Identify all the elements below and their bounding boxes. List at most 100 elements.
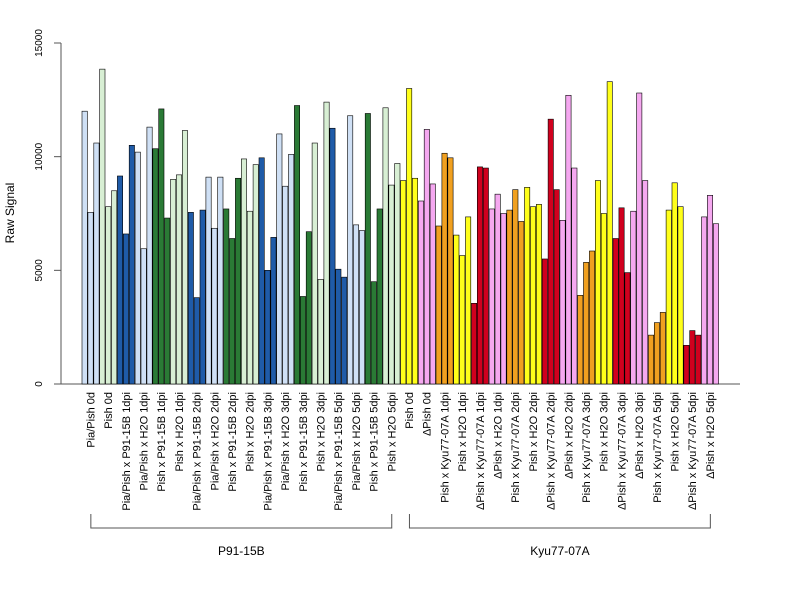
x-tick-label: Pish x H2O 2dpi [245,392,257,471]
bar [105,206,112,385]
bar [423,129,430,385]
bar [364,113,371,385]
x-tick-label: Pia/Pish x H2O 2dpi [209,392,221,490]
bar [465,216,472,385]
bar [459,255,466,385]
bar [624,272,631,385]
x-tick-label: Pish x P91-15B 3dpi [298,392,310,492]
bar [577,295,584,385]
y-axis-label: Raw Signal [3,183,17,244]
bar [530,206,537,385]
y-ticks: 0 5000 10000 15000 [34,29,61,387]
group-brackets: P91-15B Kyu77-07A [90,514,711,558]
bar [182,130,188,385]
category-labels: Pia/Pish 0d Pish 0d Pia/Pish x P91-15B 1dp… [85,392,716,511]
bar [128,145,135,385]
bar [512,189,519,385]
bar [494,193,501,385]
bar [388,184,395,385]
group-bracket [408,514,711,529]
bar [288,154,295,385]
bar [382,107,389,385]
x-tick-label: Pish x Kyu77-07A 1dpi [439,392,451,503]
bar [164,217,171,385]
bar [370,281,377,385]
bar [553,189,560,385]
bar [429,183,436,385]
x-tick-label: Pish x H2O 5dpi [669,392,681,471]
x-tick-label: Pish x H2O 2dpi [528,392,540,471]
bar [547,118,554,385]
bar [241,158,247,385]
bar [81,110,88,385]
bar [170,179,177,385]
y-axis: 0 5000 10000 15000 Raw Signal [3,29,62,387]
x-tick-label: ΔPish x Kyu77-07A 1dpi [475,392,487,510]
bar [258,157,265,385]
x-tick-label: Pish x Kyu77-07A 2dpi [510,392,522,503]
bar [329,127,336,385]
x-tick-label: Pish x H2O 1dpi [457,392,469,471]
bar [435,225,442,385]
bar [270,237,277,385]
bar [589,250,596,385]
x-tick-label: Pia/Pish x P91-15B 2dpi [192,392,204,511]
bar [299,296,306,385]
bar [441,152,448,385]
bar [500,213,507,385]
bar [317,279,324,385]
x-tick-label: Pish x P91-15B 1dpi [156,392,168,492]
bar [594,180,601,385]
bar [689,330,696,385]
bar [341,276,348,385]
x-tick-label: Pish x Kyu77-07A 5dpi [652,392,664,503]
bar [353,224,359,385]
bar [447,157,454,385]
bar [695,334,702,385]
x-tick-label: Pia/Pish x H2O 3dpi [280,392,292,490]
bar [518,221,525,385]
bar [541,258,548,385]
bar [642,180,649,385]
x-tick-label: Pia/Pish x H2O 1dpi [138,392,150,490]
bar [400,180,407,385]
x-tick-label: Pish 0d [103,392,115,429]
bar [276,133,283,385]
bar [600,213,607,385]
bar [476,166,483,385]
x-tick-label: Pish 0d [404,392,416,429]
bar [211,227,218,385]
bar [199,209,206,385]
bar [305,231,312,385]
bar [264,270,271,385]
bar [648,334,655,385]
bar [394,163,401,385]
group-bracket [90,514,393,529]
x-tick-label: Pia/Pish x P91-15B 1dpi [121,392,133,511]
x-tick-label: Pish x H2O 3dpi [315,392,327,471]
bar [707,195,714,385]
bar [87,212,94,385]
bar [235,177,241,385]
bar [630,210,637,385]
bar [412,177,418,385]
bar [524,187,531,385]
bar [111,190,118,385]
bar [117,175,124,385]
group-label: P91-15B [218,544,265,558]
bar [606,81,613,385]
bar [565,94,572,385]
x-tick-label: Pia/Pish x P91-15B 5dpi [333,392,345,511]
bar [158,108,165,385]
x-tick-label: Pish x Kyu77-07A 3dpi [581,392,593,503]
bar [506,209,513,385]
group-label: Kyu77-07A [530,544,589,558]
bar [99,68,106,385]
bar [653,322,660,385]
bar [140,248,147,385]
bar [229,238,236,385]
bar [193,297,200,385]
bar [358,230,365,385]
bar [417,200,424,385]
